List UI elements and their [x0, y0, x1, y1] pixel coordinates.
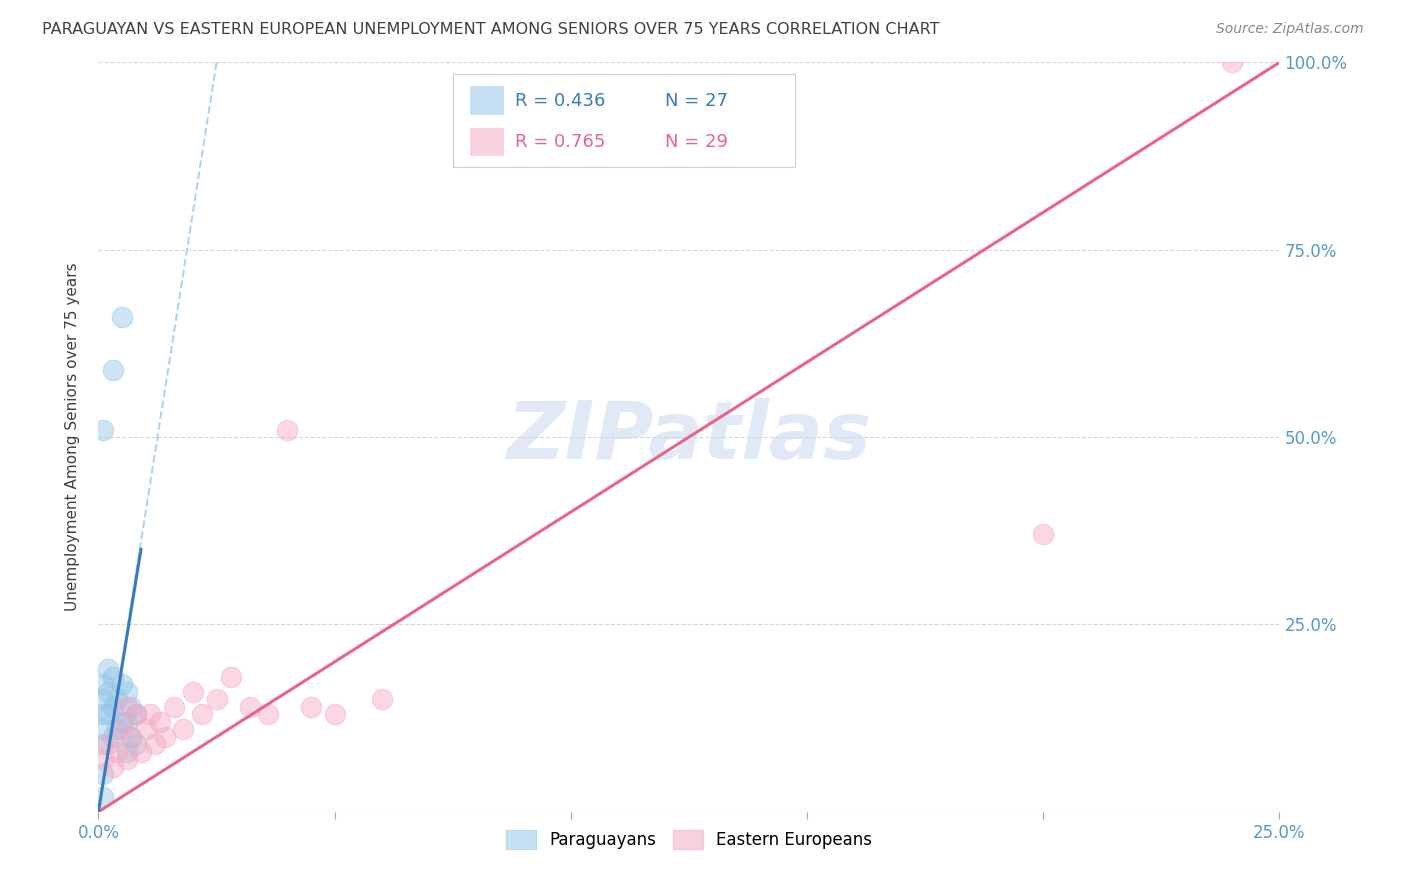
- Point: [149, 714, 172, 729]
- Point: [125, 737, 148, 751]
- FancyBboxPatch shape: [471, 128, 503, 156]
- Point: [97, 662, 120, 676]
- FancyBboxPatch shape: [453, 74, 796, 168]
- Point: [91, 723, 114, 737]
- Point: [91, 423, 114, 437]
- Point: [115, 685, 138, 699]
- Point: [276, 423, 298, 437]
- Point: [111, 310, 134, 325]
- Y-axis label: Unemployment Among Seniors over 75 years: Unemployment Among Seniors over 75 years: [65, 263, 80, 611]
- Legend: Paraguayans, Eastern Europeans: Paraguayans, Eastern Europeans: [499, 823, 879, 855]
- Point: [172, 723, 194, 737]
- Point: [125, 707, 148, 722]
- Point: [219, 670, 242, 684]
- Point: [121, 699, 143, 714]
- Text: ZIPatlas: ZIPatlas: [506, 398, 872, 476]
- Point: [371, 692, 394, 706]
- Point: [91, 692, 114, 706]
- Point: [299, 699, 322, 714]
- Text: R = 0.765: R = 0.765: [516, 133, 606, 151]
- Point: [97, 685, 120, 699]
- Point: [121, 730, 143, 744]
- Point: [1032, 527, 1054, 541]
- Point: [97, 737, 120, 751]
- Text: R = 0.436: R = 0.436: [516, 92, 606, 110]
- Text: Source: ZipAtlas.com: Source: ZipAtlas.com: [1216, 22, 1364, 37]
- Point: [105, 692, 128, 706]
- Point: [101, 670, 124, 684]
- Point: [105, 745, 128, 759]
- Point: [111, 677, 134, 691]
- FancyBboxPatch shape: [471, 87, 503, 115]
- Point: [135, 723, 157, 737]
- Point: [91, 737, 114, 751]
- Point: [191, 707, 214, 722]
- Text: N = 27: N = 27: [665, 92, 728, 110]
- Point: [111, 723, 134, 737]
- Point: [239, 699, 262, 714]
- Point: [205, 692, 228, 706]
- Point: [111, 714, 134, 729]
- Point: [121, 730, 143, 744]
- Point: [129, 745, 152, 759]
- Point: [101, 362, 124, 376]
- Point: [101, 730, 124, 744]
- Point: [91, 677, 114, 691]
- Point: [91, 752, 114, 766]
- Text: N = 29: N = 29: [665, 133, 728, 151]
- Point: [91, 767, 114, 781]
- Point: [105, 723, 128, 737]
- Point: [115, 699, 138, 714]
- Point: [181, 685, 204, 699]
- Point: [257, 707, 280, 722]
- Point: [115, 745, 138, 759]
- Point: [115, 714, 138, 729]
- Point: [143, 737, 166, 751]
- Point: [101, 699, 124, 714]
- Point: [91, 789, 114, 804]
- Point: [153, 730, 176, 744]
- Point: [97, 707, 120, 722]
- Text: PARAGUAYAN VS EASTERN EUROPEAN UNEMPLOYMENT AMONG SENIORS OVER 75 YEARS CORRELAT: PARAGUAYAN VS EASTERN EUROPEAN UNEMPLOYM…: [42, 22, 939, 37]
- Point: [91, 707, 114, 722]
- Point: [125, 707, 148, 722]
- Point: [115, 752, 138, 766]
- Point: [139, 707, 162, 722]
- Point: [163, 699, 186, 714]
- Point: [1220, 55, 1243, 70]
- Point: [101, 760, 124, 774]
- Point: [323, 707, 346, 722]
